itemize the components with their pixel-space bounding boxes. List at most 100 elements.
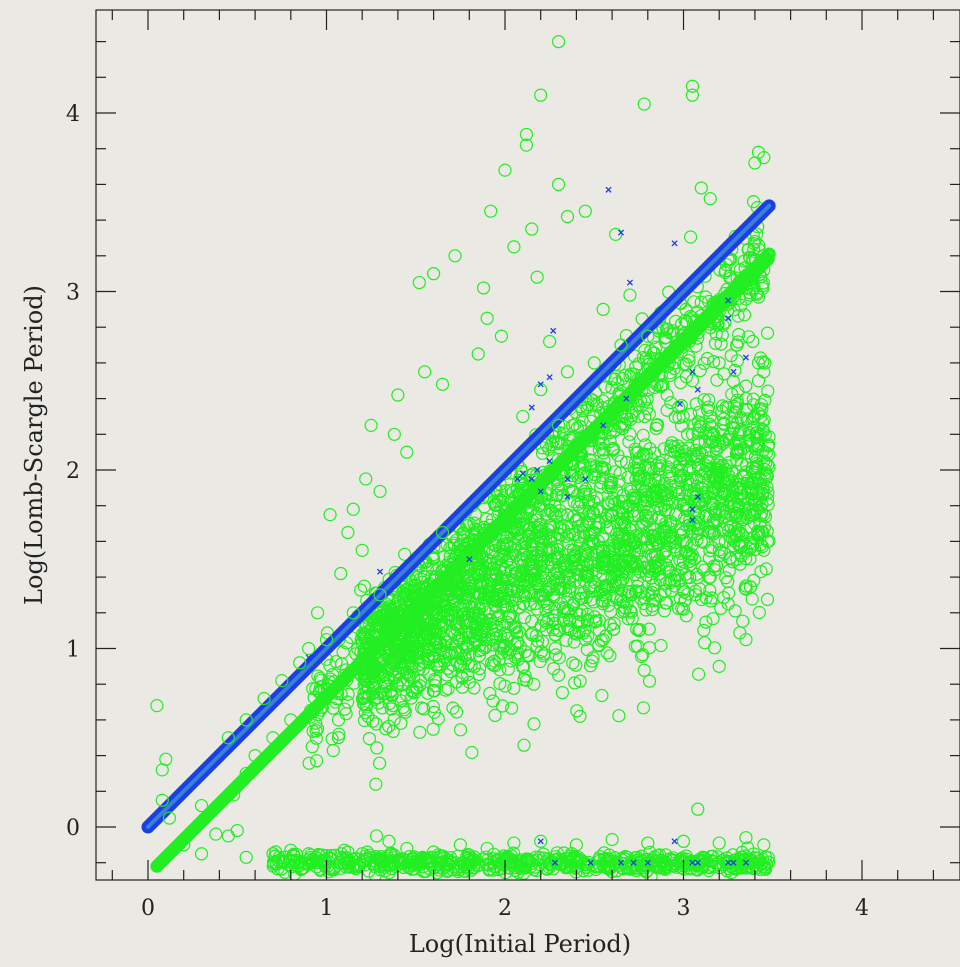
scatter-point [293, 656, 307, 670]
scatter-point [155, 793, 169, 807]
scatter-point [757, 454, 771, 468]
tick-labels: 0 1 2 3 4 0 1 2 3 4 [66, 102, 869, 921]
scatter-point [730, 445, 744, 459]
scatter-point [712, 356, 726, 370]
scatter-point [605, 570, 619, 584]
scatter-point [569, 561, 584, 575]
x-marker [689, 859, 696, 866]
scatter-point [694, 534, 708, 549]
scatter-point [418, 365, 432, 379]
scatter-point [359, 472, 373, 486]
scatter-point [310, 722, 325, 736]
x-marker [644, 859, 651, 866]
x-marker [528, 404, 535, 411]
scatter-point [676, 602, 691, 616]
scatter-point [560, 606, 575, 620]
scatter-point [757, 508, 771, 522]
scatter-point [284, 843, 298, 857]
scatter-point [739, 632, 753, 647]
x-marker [546, 374, 553, 381]
scatter-point [494, 329, 509, 343]
scatter-point [641, 836, 655, 850]
scatter-point [275, 674, 289, 688]
scatter-point [587, 356, 601, 370]
scatter-point [560, 508, 575, 522]
x-marker [725, 859, 732, 866]
scatter-point [650, 490, 664, 504]
x-marker [600, 422, 607, 429]
scatter-point [751, 374, 766, 388]
scatter-point [578, 632, 592, 647]
scatter-point [569, 838, 584, 852]
scatter-point [712, 836, 726, 850]
x-marker [514, 475, 521, 482]
scatter-point [346, 502, 360, 516]
x-marker [537, 838, 544, 845]
scatter-point [427, 845, 441, 859]
scatter-point [721, 400, 735, 415]
x-marker [564, 493, 571, 500]
x-marker [546, 458, 553, 465]
scatter-point [302, 641, 316, 656]
scatter-point [753, 472, 767, 486]
x-marker [742, 859, 750, 866]
scatter-point [162, 811, 177, 825]
scatter-point [721, 597, 735, 611]
scatter-point [177, 838, 191, 852]
scatter-point [257, 691, 271, 706]
scatter-point [400, 597, 414, 611]
scatter-point [543, 334, 557, 349]
x-marker [582, 475, 589, 482]
scatter-point [573, 709, 587, 723]
scatter-point [534, 588, 548, 602]
x-marker [564, 475, 571, 482]
scatter-point [637, 97, 651, 111]
scatter-point [739, 579, 753, 593]
scatter-point [605, 508, 619, 522]
x-marker [689, 516, 696, 524]
scatter-point [462, 516, 476, 531]
x-marker [537, 381, 544, 388]
scatter-point [641, 588, 655, 602]
x-marker [305, 654, 312, 661]
scatter-point [489, 499, 503, 513]
scatter-point [703, 192, 717, 206]
scatter-point [641, 329, 655, 343]
scatter-point [685, 79, 700, 93]
blue-line-core [146, 203, 772, 829]
scatter-point [507, 240, 521, 254]
scatter-point [530, 270, 544, 284]
scatter-point [194, 847, 209, 861]
x-axis-label: Log(Initial Period) [409, 930, 631, 958]
scatter-point [391, 606, 405, 620]
scatter-point [448, 249, 462, 263]
scatter-point [650, 418, 664, 432]
scatter-point [409, 579, 423, 593]
x-tick-label: 1 [320, 896, 334, 921]
scatter-point [748, 234, 762, 249]
scatter-point [239, 850, 253, 864]
x-marker [528, 475, 535, 482]
scatter-point [757, 543, 771, 557]
scatter-point [284, 713, 298, 727]
scatter-point [355, 847, 369, 861]
scatter-point [560, 365, 575, 379]
scatter-point [227, 788, 241, 802]
x-marker [630, 859, 637, 866]
scatter-point [319, 632, 334, 647]
x-marker [689, 506, 696, 513]
x-marker [534, 466, 541, 474]
scatter-point [534, 383, 548, 397]
scatter-point [194, 798, 209, 813]
scatter-point [703, 570, 717, 584]
scatter-point [382, 834, 396, 848]
x-tick-label: 4 [855, 896, 869, 921]
scatter-point [623, 427, 637, 441]
x-marker [551, 859, 559, 866]
scatter-point [596, 436, 610, 450]
scatter-point [534, 834, 548, 848]
scatter-point [480, 841, 494, 856]
x-marker [605, 186, 612, 193]
x-marker [725, 297, 732, 304]
